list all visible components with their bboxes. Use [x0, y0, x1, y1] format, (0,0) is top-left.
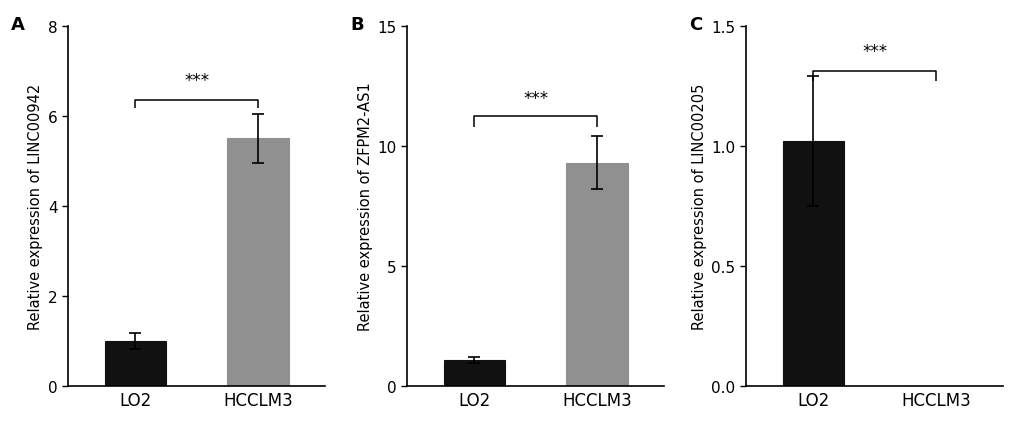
Y-axis label: Relative expression of ZFPM2-AS1: Relative expression of ZFPM2-AS1 — [358, 83, 373, 331]
Text: ***: *** — [861, 43, 887, 60]
Bar — [105, 342, 166, 386]
Text: C: C — [689, 16, 702, 34]
Y-axis label: Relative expression of LINC00205: Relative expression of LINC00205 — [692, 83, 706, 329]
Text: A: A — [11, 16, 25, 34]
Bar — [227, 139, 288, 386]
Bar — [566, 163, 627, 386]
Text: ***: *** — [523, 89, 547, 107]
Y-axis label: Relative expression of LINC00942: Relative expression of LINC00942 — [29, 83, 44, 329]
Text: B: B — [350, 16, 364, 34]
Text: ***: *** — [183, 72, 209, 89]
Bar — [782, 142, 843, 386]
Bar — [443, 360, 504, 386]
